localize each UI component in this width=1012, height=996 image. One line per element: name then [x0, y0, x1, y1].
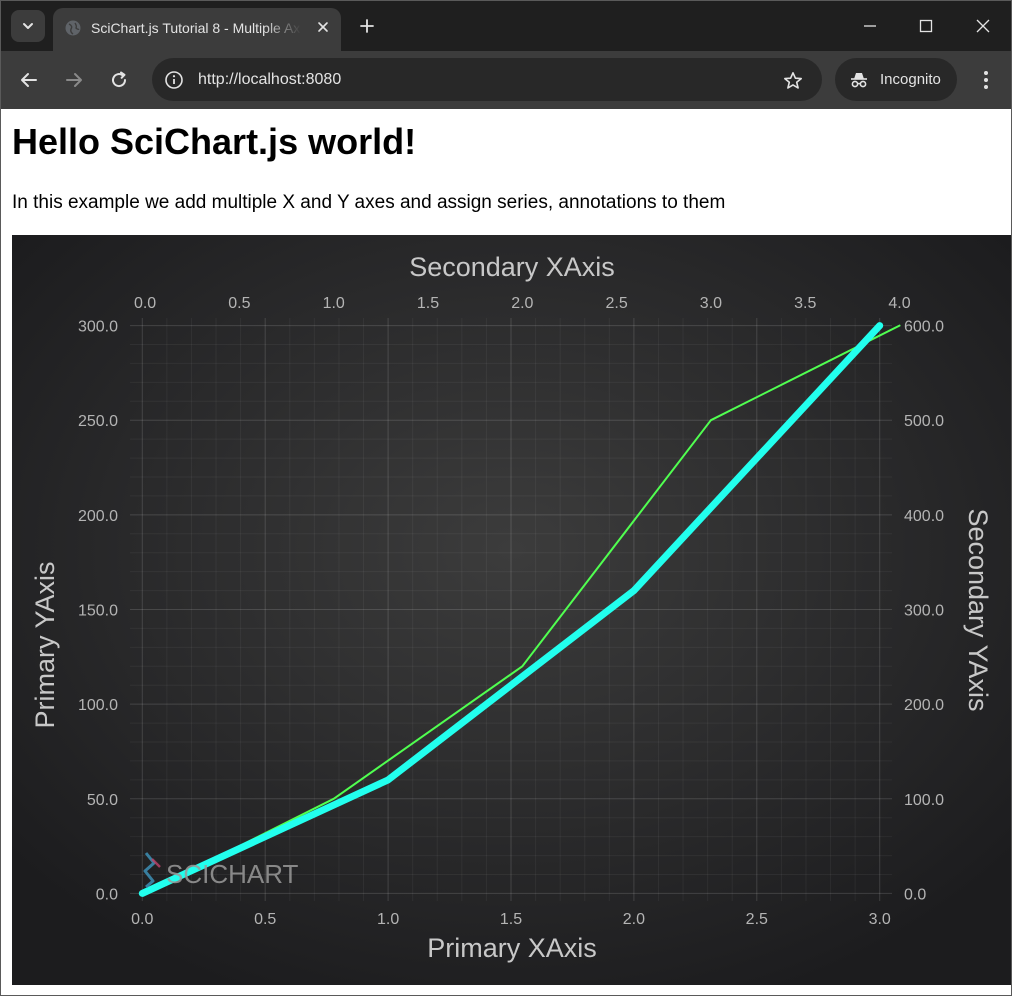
minimize-icon — [864, 25, 876, 27]
globe-icon — [65, 20, 81, 36]
primary-y-tick-label: 250.0 — [78, 413, 118, 430]
secondary-y-tick-label: 500.0 — [904, 413, 944, 430]
reload-icon — [112, 71, 127, 88]
chart-svg[interactable]: 0.0 0.5 1.0 1.5 2.0 2.5 3.0 0.0 0.5 1.0 1.5 2.0 2.5 3… — [12, 235, 1011, 985]
incognito-icon — [851, 73, 867, 88]
series-layer — [138, 322, 901, 897]
tab-search-button[interactable] — [11, 10, 45, 42]
secondary-x-tick-label: 3.0 — [700, 295, 722, 312]
primary-y-tick-label: 100.0 — [78, 697, 118, 714]
secondary-y-tick-label: 200.0 — [904, 697, 944, 714]
primary-y-tick-label: 0.0 — [96, 886, 118, 903]
secondary-y-tick-label: 300.0 — [904, 603, 944, 620]
secondary-x-tick-label: 0.5 — [228, 295, 250, 312]
arrow-left-icon — [21, 73, 37, 87]
scichart-surface[interactable]: 0.0 0.5 1.0 1.5 2.0 2.5 3.0 0.0 0.5 1.0 1.5 2.0 2.5 3… — [12, 235, 1011, 985]
scichart-watermark-text: SCICHART — [166, 859, 299, 889]
primary-y-tick-label: 150.0 — [78, 603, 118, 620]
browser-menu-button[interactable] — [973, 66, 999, 94]
profile-button[interactable]: Incognito — [835, 58, 957, 101]
primary-y-tick-label: 50.0 — [87, 792, 118, 809]
axis-tick-labels: 0.0 0.5 1.0 1.5 2.0 2.5 3.0 0.0 0.5 1.0 1.5 2.0 2.5 3… — [78, 295, 944, 928]
site-info-button[interactable] — [163, 69, 185, 91]
secondary-x-axis-title: Secondary XAxis — [409, 252, 615, 282]
browser-tab[interactable]: SciChart.js Tutorial 8 - Multiple Axes — [53, 8, 341, 51]
close-icon — [976, 19, 990, 33]
address-bar[interactable]: http://localhost:8080 — [152, 58, 822, 101]
maximize-button[interactable] — [911, 11, 941, 41]
secondary-x-tick-label: 2.0 — [511, 295, 533, 312]
secondary-y-tick-label: 600.0 — [904, 319, 944, 336]
primary-x-tick-label: 2.5 — [746, 911, 768, 928]
primary-x-tick-label: 0.5 — [254, 911, 276, 928]
primary-y-axis-title: Primary YAxis — [30, 561, 60, 728]
forward-button[interactable] — [60, 66, 88, 94]
primary-x-tick-label: 0.0 — [131, 911, 153, 928]
secondary-x-tick-label: 4.0 — [888, 295, 910, 312]
chevron-down-icon — [23, 23, 33, 29]
url-text: http://localhost:8080 — [198, 71, 342, 88]
tab-strip: SciChart.js Tutorial 8 - Multiple Axes — [1, 1, 1011, 51]
back-button[interactable] — [15, 66, 43, 94]
minor-gridlines — [130, 318, 892, 901]
secondary-x-tick-label: 2.5 — [605, 295, 627, 312]
secondary-y-tick-label: 100.0 — [904, 792, 944, 809]
info-icon — [165, 71, 183, 89]
new-tab-button[interactable] — [355, 14, 379, 38]
secondary-x-tick-label: 3.5 — [794, 295, 816, 312]
primary-y-tick-label: 200.0 — [78, 508, 118, 525]
secondary-x-tick-label: 1.0 — [323, 295, 345, 312]
primary-x-tick-label: 3.0 — [869, 911, 891, 928]
more-vertical-icon — [984, 71, 988, 89]
bookmark-button[interactable] — [781, 69, 805, 93]
primary-x-tick-label: 1.0 — [377, 911, 399, 928]
primary-y-tick-label: 300.0 — [78, 319, 118, 336]
primary-x-axis-title: Primary XAxis — [427, 933, 597, 963]
close-icon — [318, 22, 328, 32]
secondary-x-tick-label: 0.0 — [134, 295, 156, 312]
primary-x-tick-label: 2.0 — [623, 911, 645, 928]
major-gridlines — [130, 318, 892, 901]
tab-title: SciChart.js Tutorial 8 - Multiple Axes — [91, 20, 301, 36]
primary-x-tick-label: 1.5 — [500, 911, 522, 928]
scichart-logo-icon — [143, 852, 156, 889]
tab-close-button[interactable] — [312, 16, 334, 38]
secondary-y-tick-label: 400.0 — [904, 508, 944, 525]
profile-label: Incognito — [880, 71, 941, 88]
browser-toolbar: http://localhost:8080 Incognito — [1, 51, 1011, 109]
secondary-x-tick-label: 1.5 — [417, 295, 439, 312]
minimize-button[interactable] — [855, 11, 885, 41]
secondary-y-axis-title: Secondary YAxis — [963, 508, 993, 711]
series-line-2 — [138, 322, 884, 897]
scichart-logo: SCICHART — [143, 852, 299, 889]
page-title: Hello SciChart.js world! — [12, 121, 417, 162]
arrow-right-icon — [66, 73, 82, 87]
star-icon — [784, 72, 802, 89]
page-description: In this example we add multiple X and Y … — [12, 192, 726, 213]
plus-icon — [360, 19, 374, 33]
page-content: Hello SciChart.js world! In this example… — [1, 109, 1011, 995]
secondary-y-tick-label: 0.0 — [904, 886, 926, 903]
maximize-icon — [919, 19, 933, 33]
close-window-button[interactable] — [968, 11, 998, 41]
reload-button[interactable] — [105, 66, 133, 94]
